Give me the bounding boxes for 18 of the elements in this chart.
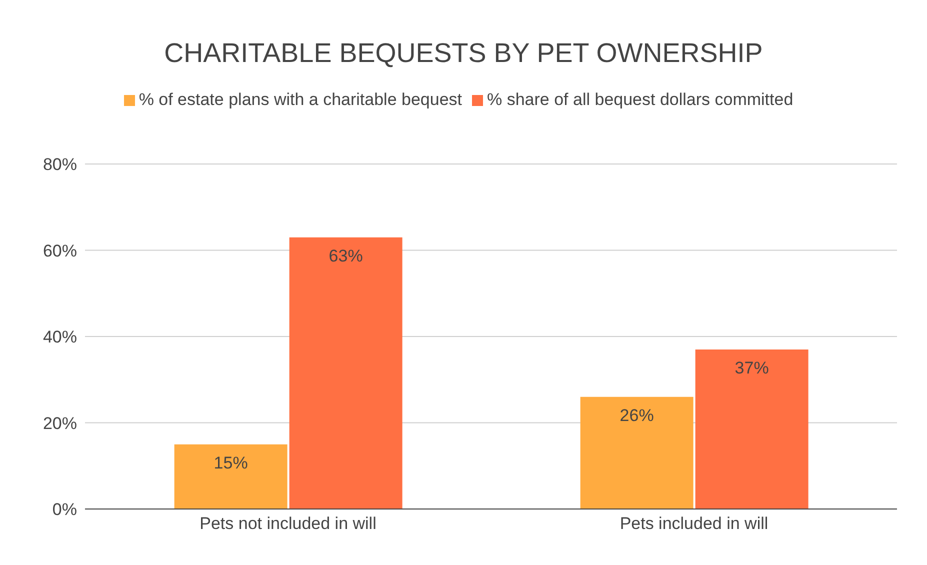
data-label: 15% <box>214 453 248 472</box>
legend-label: % share of all bequest dollars committed <box>487 90 794 109</box>
bar <box>580 396 694 509</box>
legend-label: % of estate plans with a charitable bequest <box>138 90 462 109</box>
data-label: 26% <box>620 406 654 425</box>
chart-title: CHARITABLE BEQUESTS BY PET OWNERSHIP <box>163 38 764 69</box>
y-tick-label: 20% <box>42 414 77 433</box>
bar <box>174 444 288 509</box>
y-tick-label: 80% <box>42 155 77 174</box>
y-tick-label: 40% <box>42 328 77 347</box>
data-label: 63% <box>328 246 363 266</box>
bar <box>289 237 402 509</box>
y-tick-label: 60% <box>42 241 77 260</box>
x-tick-label: Pets included in will <box>620 514 768 534</box>
data-label: 37% <box>734 358 769 378</box>
bar <box>695 349 808 509</box>
y-tick-label: 0% <box>52 500 77 520</box>
x-tick-label: Pets not included in will <box>200 514 376 534</box>
